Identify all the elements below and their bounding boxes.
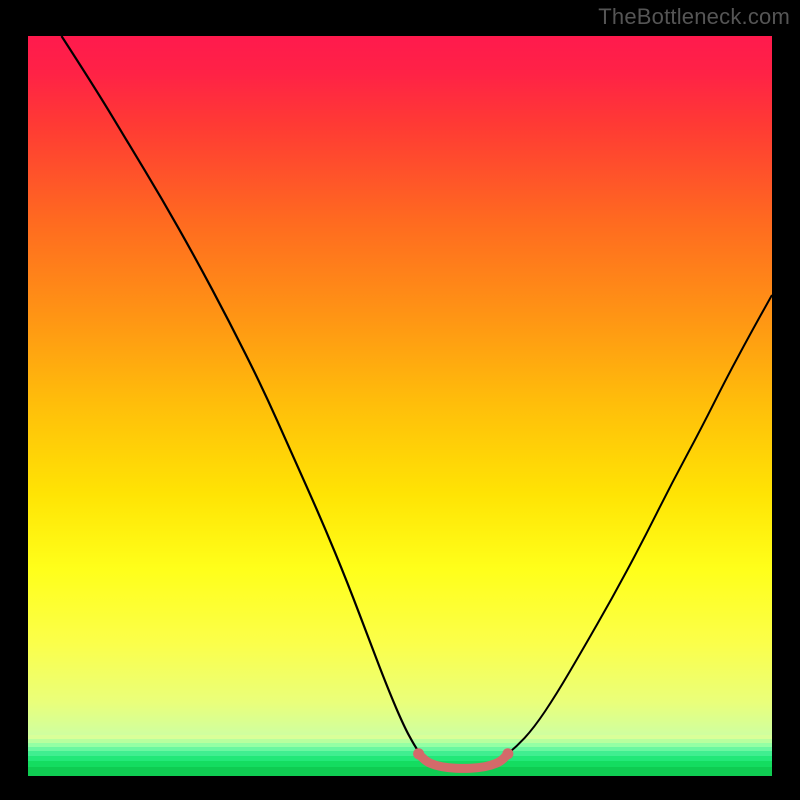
right-bottleneck-curve <box>504 295 772 757</box>
optimal-zone-segment <box>419 754 508 769</box>
left-bottleneck-curve <box>61 36 422 757</box>
watermark-text: TheBottleneck.com <box>598 4 790 30</box>
plot-area <box>28 36 772 776</box>
curve-layer <box>28 36 772 776</box>
optimal-zone-start-dot <box>413 748 424 759</box>
chart-stage: TheBottleneck.com <box>0 0 800 800</box>
optimal-zone-end-dot <box>502 748 513 759</box>
